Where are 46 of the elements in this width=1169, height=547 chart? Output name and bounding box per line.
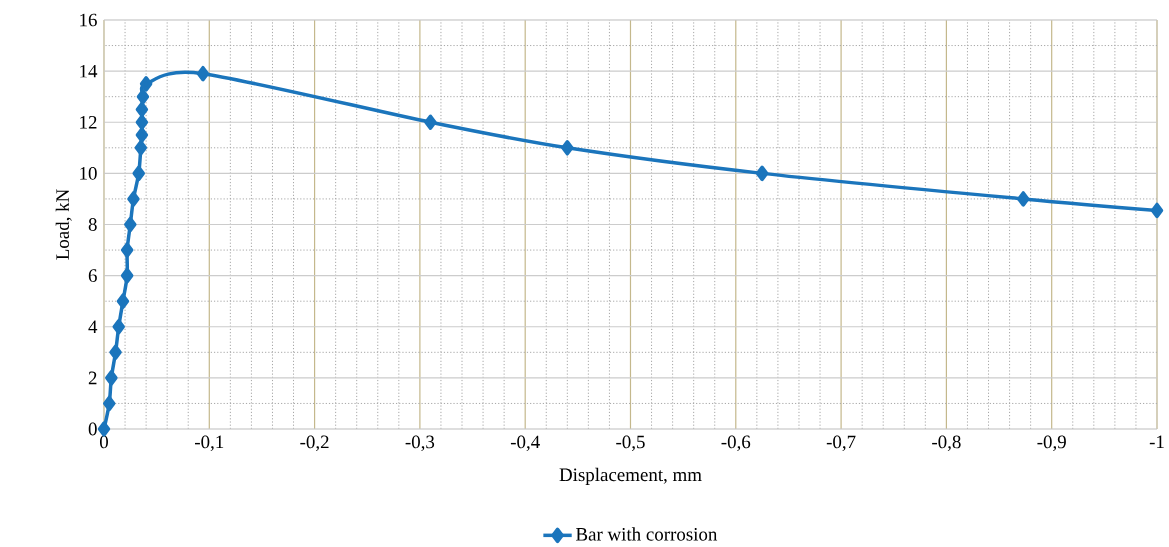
y-tick-label: 10 [80,167,97,180]
point [120,267,134,284]
x-tick-label: -0,3 [405,435,435,451]
point [561,140,574,156]
x-tick-label: -0,7 [826,435,856,451]
x-tick-label: -0,4 [510,435,540,451]
point [112,319,125,335]
point [103,395,116,412]
point [97,421,111,437]
point [135,101,149,118]
point [139,76,153,92]
x-tick-label: 0 [99,435,108,449]
y-axis-title: Load, kN [55,189,72,260]
legend-label: Bar with corrosion [575,527,718,541]
y-tick-label: 6 [88,269,97,282]
point [132,165,145,182]
x-tick-label: -0,5 [616,435,645,451]
x-tick-label: -1 [1149,435,1164,449]
x-tick-label: -0,9 [1037,435,1066,451]
y-tick-label: 8 [88,218,97,231]
point [196,65,210,82]
x-tick-label: -0,6 [721,435,751,451]
point [1017,191,1030,207]
point [105,370,118,386]
x-tick-label: -0,2 [300,435,329,451]
x-axis-title: Displacement, mm [559,467,702,485]
point [424,114,437,130]
y-tick-label: 12 [80,115,97,129]
point [120,242,134,258]
y-tick-label: 16 [80,13,97,27]
y-tick-label: 4 [88,320,98,333]
x-tick-label: -0,1 [195,435,224,451]
point [135,127,149,143]
x-tick-label: -0,8 [932,435,961,451]
point [1150,202,1164,219]
point [136,88,150,105]
point [116,293,130,309]
point [124,216,137,233]
point [135,114,149,130]
point [134,140,148,156]
point [109,344,122,361]
y-tick-label: 0 [88,422,97,436]
point [127,191,140,207]
point [755,165,769,182]
y-tick-label: 2 [88,371,97,385]
y-tick-label: 14 [80,64,98,78]
